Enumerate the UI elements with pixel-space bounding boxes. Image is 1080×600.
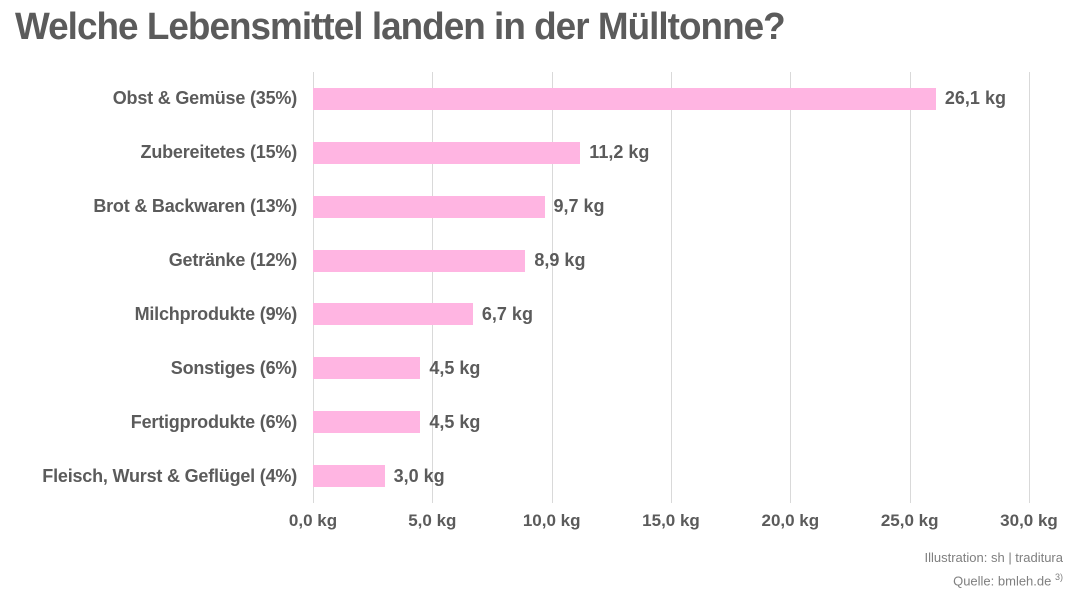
x-tick-label: 0,0 kg bbox=[288, 511, 338, 530]
bar bbox=[313, 303, 473, 326]
bar-value-label: 11,2 kg bbox=[589, 142, 650, 163]
x-tick-label: 15,0 kg bbox=[642, 511, 700, 530]
bar-value-label: 3,0 kg bbox=[393, 465, 445, 486]
chart-title: Welche Lebensmittel landen in der Müllto… bbox=[15, 6, 786, 48]
category-row: Brot & Backwaren (13%) bbox=[0, 180, 297, 234]
bar-row: 8,9 kg bbox=[313, 234, 1029, 288]
bar bbox=[313, 357, 421, 380]
category-label: Getränke (12%) bbox=[168, 250, 297, 271]
bar bbox=[313, 87, 936, 110]
bar bbox=[313, 195, 545, 218]
plot-area: 26,1 kg 11,2 kg 9,7 kg 8,9 kg 6,7 kg 4,5 kg 4,… bbox=[313, 72, 1030, 503]
bar-row: 6,7 kg bbox=[313, 288, 1029, 342]
x-tick-label: 25,0 kg bbox=[880, 511, 939, 530]
bar-value-label: 8,9 kg bbox=[534, 250, 586, 271]
category-row: Fleisch, Wurst & Geflügel (4%) bbox=[0, 449, 297, 503]
source-footnote-marker: 3) bbox=[1054, 571, 1063, 582]
x-tick-label: 20,0 kg bbox=[761, 511, 820, 530]
category-row: Milchprodukte (9%) bbox=[0, 288, 298, 342]
category-row: Obst & Gemüse (35%) bbox=[0, 72, 297, 126]
bar-value-label: 6,7 kg bbox=[481, 303, 533, 324]
bar bbox=[313, 249, 526, 272]
bar-value-label: 9,7 kg bbox=[553, 196, 605, 217]
footer-credits: Illustration: sh | traditura Quelle: bml… bbox=[925, 547, 1064, 592]
category-label: Fertigprodukte (6%) bbox=[130, 411, 297, 432]
x-tick-label: 5,0 kg bbox=[408, 511, 457, 530]
gridline-15kg bbox=[671, 72, 672, 503]
category-label: Zubereitetes (15%) bbox=[140, 142, 298, 163]
gridline-20kg bbox=[790, 72, 792, 503]
bar bbox=[313, 141, 581, 164]
category-label: Milchprodukte (9%) bbox=[134, 303, 298, 324]
x-tick-label: 10,0 kg bbox=[522, 511, 581, 530]
gridline-0kg bbox=[313, 72, 314, 503]
bar bbox=[313, 465, 385, 488]
bar-value-label: 26,1 kg bbox=[944, 88, 1006, 109]
bar-row: 4,5 kg bbox=[313, 341, 1029, 395]
category-label: Obst & Gemüse (35%) bbox=[112, 88, 297, 109]
gridline-5kg bbox=[432, 72, 434, 503]
category-row: Getränke (12%) bbox=[0, 234, 297, 288]
category-label: Brot & Backwaren (13%) bbox=[93, 196, 297, 217]
bar-value-label: 4,5 kg bbox=[429, 411, 481, 432]
category-row: Sonstiges (6%) bbox=[0, 341, 297, 395]
gridline-25kg bbox=[909, 72, 911, 503]
gridline-30kg bbox=[1029, 72, 1030, 503]
source-credit: Quelle: bmleh.de 3) bbox=[953, 571, 1063, 588]
bar-rows: 26,1 kg 11,2 kg 9,7 kg 8,9 kg 6,7 kg 4,5 kg 4,… bbox=[313, 72, 1029, 503]
illustration-credit: Illustration: sh | traditura bbox=[924, 550, 1064, 566]
bar-row: 4,5 kg bbox=[313, 395, 1029, 449]
bar-row: 26,1 kg bbox=[313, 72, 1029, 126]
category-axis: Obst & Gemüse (35%) Zubereitetes (15%) Bro… bbox=[0, 72, 297, 503]
category-label: Fleisch, Wurst & Geflügel (4%) bbox=[42, 465, 297, 486]
bar bbox=[313, 411, 421, 434]
bar-row: 3,0 kg bbox=[313, 449, 1029, 503]
x-tick-label: 30,0 kg bbox=[1000, 511, 1058, 530]
category-row: Zubereitetes (15%) bbox=[0, 126, 298, 180]
category-row: Fertigprodukte (6%) bbox=[0, 395, 297, 449]
x-axis: 0,0 kg 5,0 kg 10,0 kg 15,0 kg 20,0 kg 25,0 kg… bbox=[289, 511, 1058, 535]
bar-row: 11,2 kg bbox=[313, 126, 1029, 180]
bar-value-label: 4,5 kg bbox=[429, 357, 481, 378]
category-label: Sonstiges (6%) bbox=[170, 357, 297, 378]
gridline-10kg bbox=[551, 72, 553, 503]
bar-row: 9,7 kg bbox=[313, 180, 1029, 234]
